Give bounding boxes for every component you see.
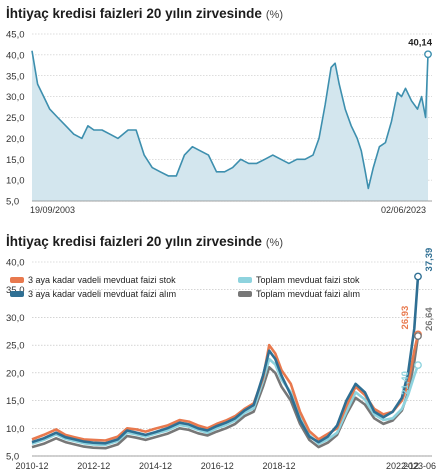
y-tick-label: 20,0	[6, 368, 25, 379]
end-point-marker	[414, 361, 422, 369]
chart1-svg: 5,0 10,0 15,0 20,0 25,0 30,0 35,0 40,0 45,0 40,14…	[6, 30, 433, 216]
x-tick-label: 2012-12	[77, 461, 110, 471]
end-value-label: 21,40	[400, 371, 411, 395]
y-tick-label: 5,0	[6, 452, 19, 463]
x-tick-label: 2014-12	[139, 461, 172, 471]
y-tick-label: 40,0	[6, 258, 25, 269]
y-tick-label: 35,0	[6, 285, 25, 296]
y-tick-label: 35,0	[6, 71, 25, 82]
end-value-label: 40,14	[408, 37, 432, 48]
chart1-unit: (%)	[265, 9, 283, 21]
chart2-svg: 5,0 10,0 15,0 20,0 25,0 30,0 35,0 40,0 26,93 37,3…	[6, 248, 436, 471]
series-line	[31, 335, 420, 450]
legend-swatch	[238, 277, 252, 283]
y-tick-label: 30,0	[6, 92, 25, 103]
y-tick-label: 30,0	[6, 313, 25, 324]
end-point-marker	[414, 332, 422, 340]
x-tick-label: 2010-12	[15, 461, 48, 471]
x-tick-label: 19/09/2003	[30, 205, 75, 215]
x-tick-label: 2023-06	[403, 461, 436, 471]
x-tick-label: 2016-12	[201, 461, 234, 471]
series-area	[32, 50, 428, 202]
x-tick-label: 02/06/2023	[381, 205, 426, 215]
y-tick-label: 45,0	[6, 30, 25, 41]
legend-label: 3 aya kadar vadeli mevduat faizi alım	[28, 289, 176, 299]
chart2-title: İhtiyaç kredisi faizleri 20 yılın zirves…	[6, 234, 283, 249]
legend-label: Toplam mevduat faizi alım	[256, 289, 360, 299]
y-tick-label: 10,0	[6, 176, 25, 187]
legend-label: Toplam mevduat faizi stok	[256, 275, 360, 285]
x-tick-label: 2018-12	[263, 461, 296, 471]
series-line	[31, 357, 420, 447]
end-value-label: 26,93	[400, 306, 411, 330]
end-value-label: 26,64	[424, 307, 435, 331]
y-tick-label: 25,0	[6, 113, 25, 124]
chart1-title: İhtiyaç kredisi faizleri 20 yılın zirves…	[6, 6, 283, 21]
end-point-marker	[424, 50, 432, 59]
legend-label: 3 aya kadar vadeli mevduat faizi stok	[28, 275, 176, 285]
chart1-title-text: İhtiyaç kredisi faizleri 20 yılın zirves…	[6, 6, 262, 21]
legend-swatch	[238, 291, 252, 297]
x-tick-label: 2022-12	[386, 461, 419, 471]
end-value-label: 37,39	[424, 248, 435, 272]
series-line	[31, 276, 420, 445]
y-tick-label: 15,0	[6, 396, 25, 407]
y-tick-label: 20,0	[6, 134, 25, 145]
y-tick-label: 40,0	[6, 50, 25, 61]
end-point-marker	[414, 272, 422, 281]
y-tick-label: 25,0	[6, 341, 25, 352]
legend-swatch	[10, 277, 24, 283]
chart2-unit: (%)	[265, 237, 283, 249]
chart2-title-text: İhtiyaç kredisi faizleri 20 yılın zirves…	[6, 234, 262, 249]
series-line	[31, 50, 429, 190]
y-tick-label: 10,0	[6, 424, 25, 435]
y-tick-label: 5,0	[6, 197, 19, 208]
legend-swatch	[10, 291, 24, 297]
y-tick-label: 15,0	[6, 155, 25, 166]
